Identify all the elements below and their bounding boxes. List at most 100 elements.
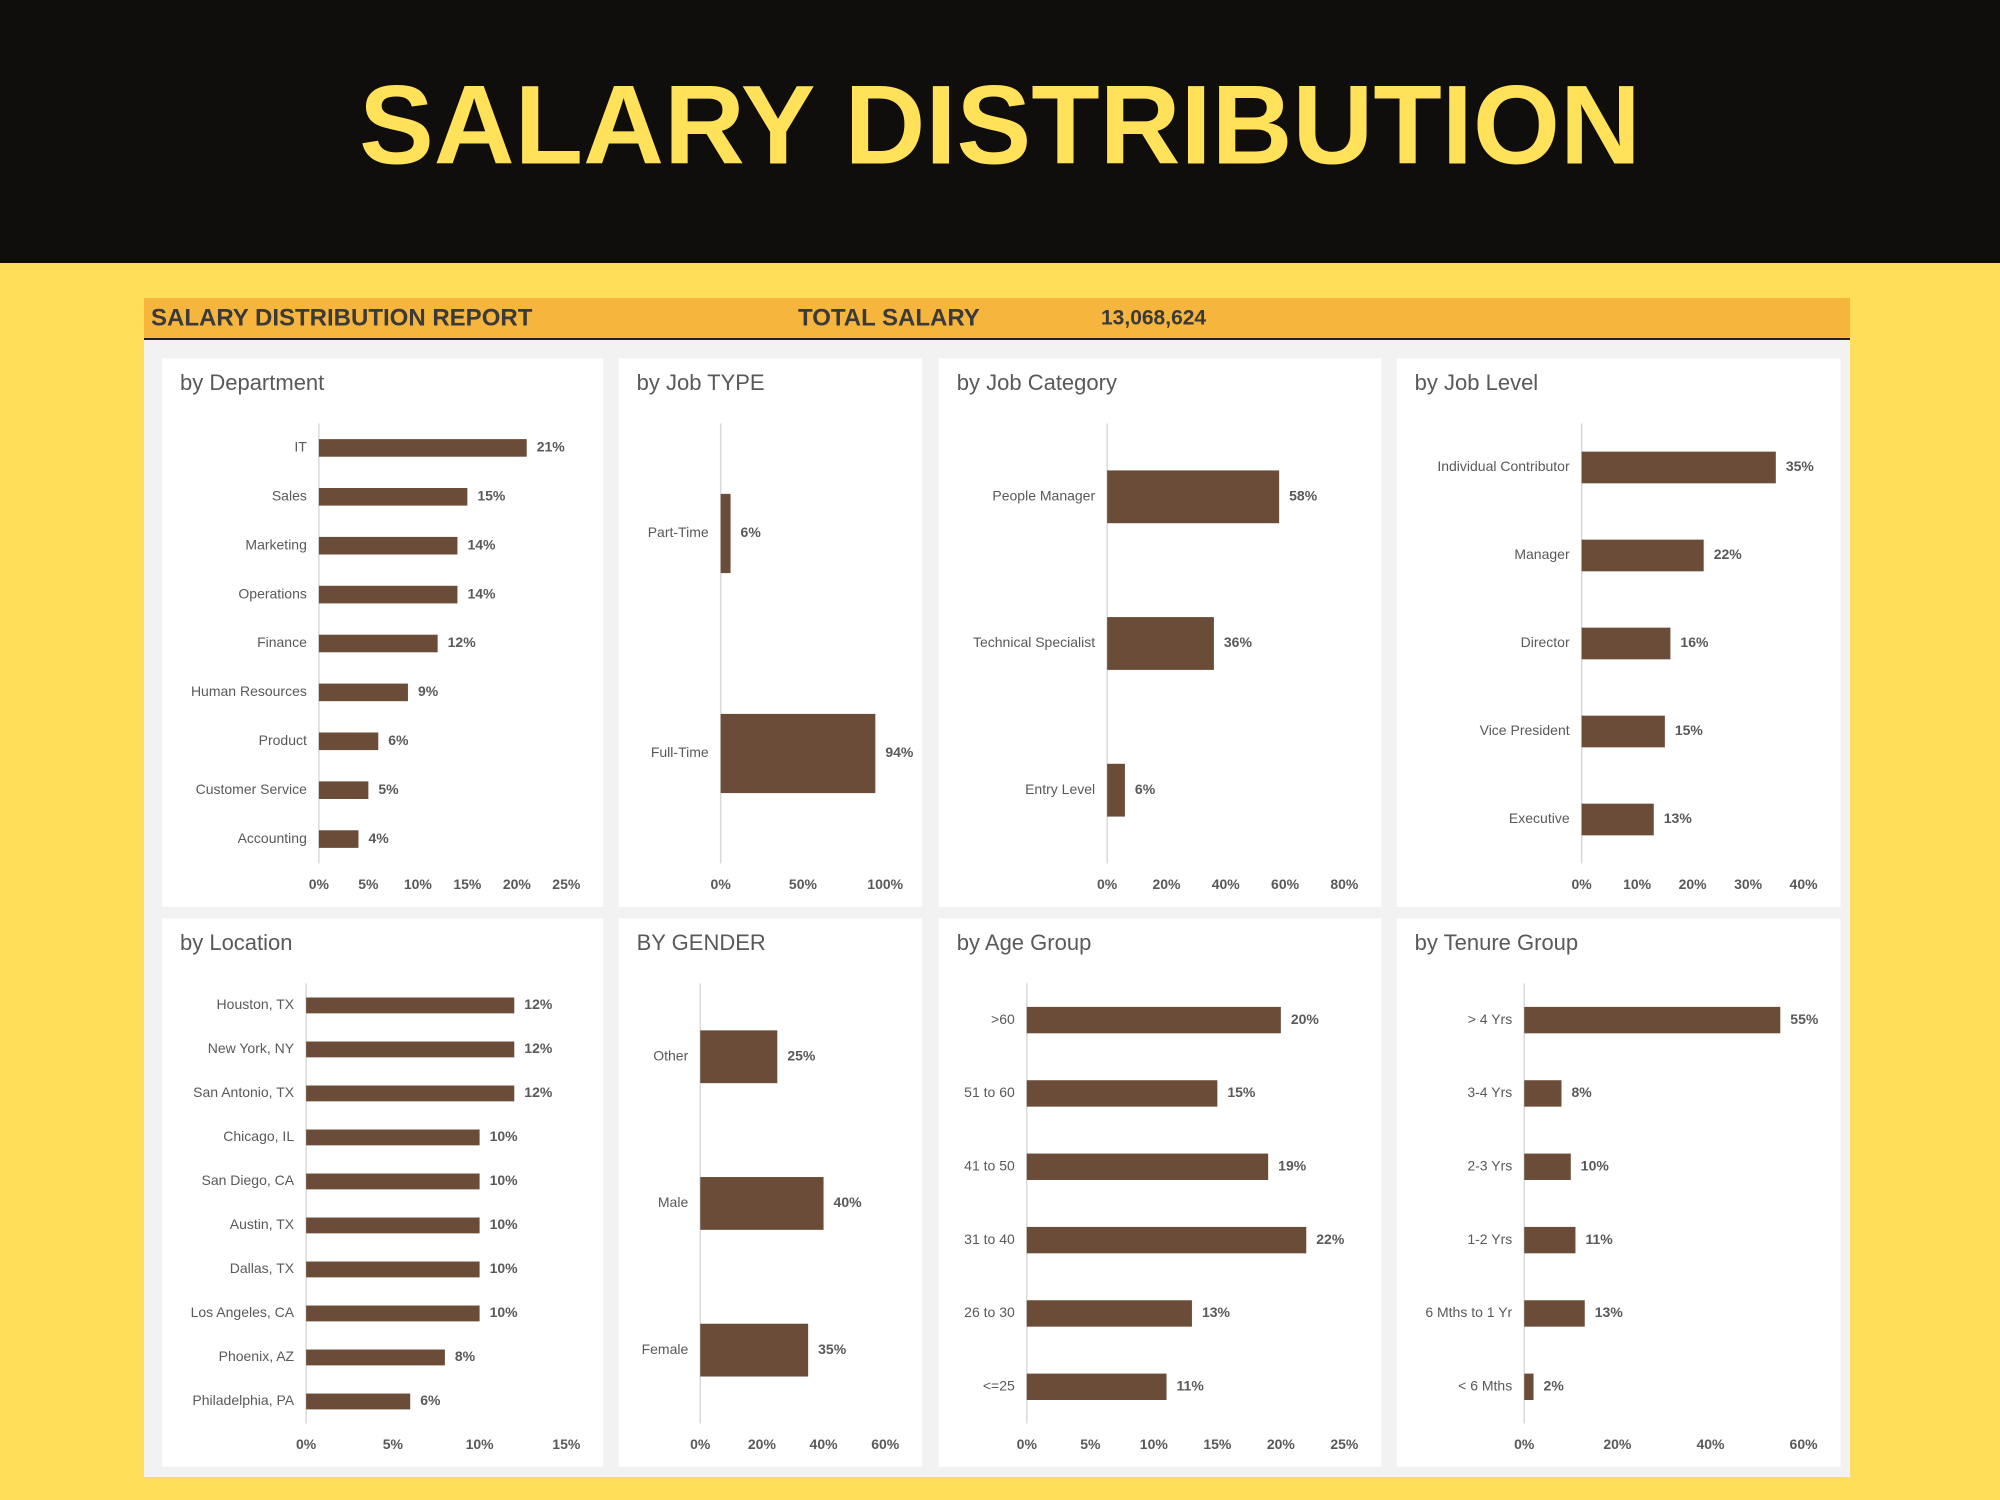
category-label: <=25 xyxy=(983,1378,1015,1394)
x-tick-label: 40% xyxy=(1696,1436,1725,1452)
value-label: 16% xyxy=(1680,634,1709,650)
bar xyxy=(1026,1226,1307,1254)
value-label: 12% xyxy=(524,1040,553,1056)
bar xyxy=(318,634,438,653)
bar xyxy=(1026,1006,1281,1034)
value-label: 8% xyxy=(455,1348,476,1364)
bar xyxy=(1524,1300,1585,1327)
category-label: Technical Specialist xyxy=(973,634,1095,650)
x-tick-label: 20% xyxy=(1267,1436,1296,1452)
value-label: 10% xyxy=(490,1260,519,1276)
category-label: Austin, TX xyxy=(230,1216,295,1232)
category-label: Manager xyxy=(1514,546,1570,562)
category-label: People Manager xyxy=(992,488,1095,504)
x-tick-label: 60% xyxy=(1790,1436,1819,1452)
bar xyxy=(1581,539,1704,572)
category-label: Marketing xyxy=(245,536,306,552)
bar xyxy=(306,1261,480,1278)
category-label: Chicago, IL xyxy=(223,1128,294,1144)
value-label: 10% xyxy=(490,1216,519,1232)
bar xyxy=(1026,1153,1269,1180)
category-label: Accounting xyxy=(238,830,307,846)
bar xyxy=(306,1173,480,1190)
category-label: San Antonio, TX xyxy=(193,1084,295,1100)
bar xyxy=(1581,627,1671,660)
category-label: Individual Contributor xyxy=(1437,458,1570,474)
category-label: Other xyxy=(653,1047,688,1063)
x-tick-label: 0% xyxy=(1572,876,1593,892)
value-label: 36% xyxy=(1224,634,1253,650)
category-label: > 4 Yrs xyxy=(1468,1011,1513,1027)
category-label: Los Angeles, CA xyxy=(191,1304,295,1320)
x-tick-label: 20% xyxy=(1603,1436,1632,1452)
total-label: TOTAL SALARY xyxy=(798,304,980,331)
value-label: 6% xyxy=(741,524,762,540)
value-label: 8% xyxy=(1571,1084,1592,1100)
bar xyxy=(720,713,876,794)
value-label: 20% xyxy=(1291,1011,1320,1027)
category-label: Finance xyxy=(257,634,307,650)
total-value: 13,068,624 xyxy=(1101,307,1206,330)
x-tick-label: 10% xyxy=(1140,1436,1169,1452)
category-label: Director xyxy=(1521,634,1570,650)
value-label: 15% xyxy=(1675,722,1704,738)
x-tick-label: 15% xyxy=(453,876,482,892)
bar xyxy=(306,1217,480,1234)
value-label: 35% xyxy=(818,1341,847,1357)
x-tick-label: 0% xyxy=(1017,1436,1038,1452)
bar xyxy=(1524,1373,1534,1400)
bar xyxy=(1581,715,1665,748)
bar xyxy=(306,1129,480,1146)
value-label: 5% xyxy=(378,781,399,797)
x-tick-label: 100% xyxy=(867,876,903,892)
bar xyxy=(318,585,458,604)
x-tick-label: 15% xyxy=(1203,1436,1232,1452)
chart-title: by Job Level xyxy=(1415,370,1539,395)
category-label: IT xyxy=(294,439,307,455)
x-tick-label: 5% xyxy=(358,876,379,892)
value-label: 14% xyxy=(467,585,496,601)
category-label: Sales xyxy=(272,488,307,504)
bar xyxy=(1107,617,1214,670)
value-label: 14% xyxy=(467,536,496,552)
value-label: 6% xyxy=(388,732,409,748)
value-label: 22% xyxy=(1316,1231,1345,1247)
value-label: 10% xyxy=(490,1172,519,1188)
category-label: 26 to 30 xyxy=(964,1304,1015,1320)
value-label: 15% xyxy=(477,488,506,504)
report-title: SALARY DISTRIBUTION REPORT xyxy=(151,304,533,331)
chart-title: by Job TYPE xyxy=(637,370,765,395)
chart-panel xyxy=(618,358,923,907)
chart-title: BY GENDER xyxy=(637,930,766,955)
bar xyxy=(318,781,369,799)
x-tick-label: 60% xyxy=(1271,876,1300,892)
x-tick-label: 0% xyxy=(690,1436,711,1452)
category-label: 3-4 Yrs xyxy=(1467,1084,1512,1100)
page-title: SALARY DISTRIBUTION xyxy=(359,63,1641,188)
value-label: 13% xyxy=(1595,1304,1624,1320)
value-label: 11% xyxy=(1585,1231,1613,1247)
chart-title: by Department xyxy=(180,370,324,395)
bar xyxy=(306,997,515,1014)
value-label: 6% xyxy=(420,1392,441,1408)
bar xyxy=(1581,803,1654,836)
x-tick-label: 60% xyxy=(871,1436,900,1452)
x-tick-label: 20% xyxy=(503,876,532,892)
category-label: Phoenix, AZ xyxy=(219,1348,295,1364)
bar xyxy=(1581,451,1776,484)
value-label: 21% xyxy=(537,439,566,455)
bar xyxy=(720,493,731,574)
report-strip xyxy=(144,298,1850,338)
bar xyxy=(1524,1226,1576,1254)
category-label: 51 to 60 xyxy=(964,1084,1015,1100)
category-label: Executive xyxy=(1509,810,1570,826)
x-tick-label: 15% xyxy=(552,1436,581,1452)
value-label: 94% xyxy=(885,744,914,760)
x-tick-label: 30% xyxy=(1734,876,1763,892)
bar xyxy=(700,1323,809,1377)
bar xyxy=(1107,470,1280,524)
value-label: 35% xyxy=(1786,458,1815,474)
bar xyxy=(1107,763,1125,817)
x-tick-label: 10% xyxy=(1623,876,1652,892)
